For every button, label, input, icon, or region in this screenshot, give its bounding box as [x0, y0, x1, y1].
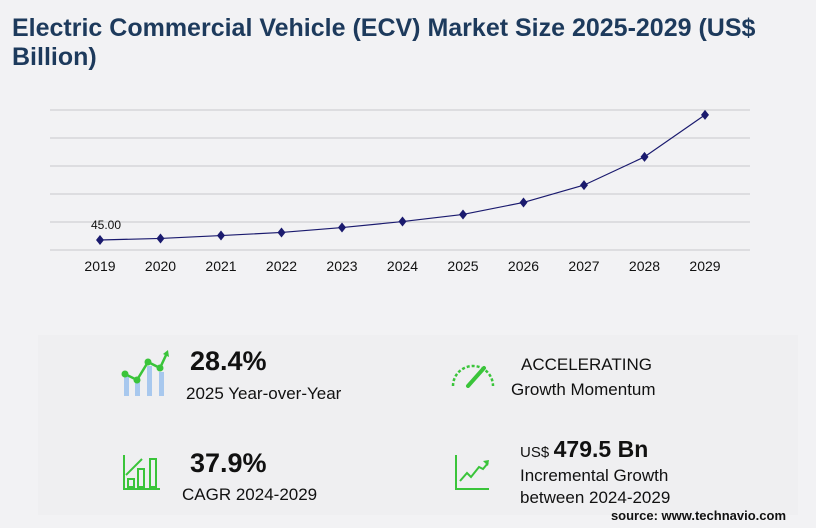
x-tick-label: 2020 — [145, 258, 176, 274]
yoy-value: 28.4% — [190, 346, 267, 376]
x-tick-label: 2019 — [84, 258, 115, 274]
data-point-2029 — [701, 109, 709, 120]
data-point-2022 — [277, 227, 286, 238]
data-point-2026 — [519, 197, 528, 208]
data-point-2027 — [580, 180, 588, 191]
data-point-2024 — [398, 216, 407, 227]
x-tick-label: 2022 — [266, 258, 297, 274]
x-tick-label: 2029 — [689, 258, 720, 274]
momentum-value: ACCELERATING — [521, 355, 652, 374]
data-point-2020 — [156, 233, 165, 244]
x-tick-label: 2021 — [205, 258, 236, 274]
currency-prefix: US$ — [520, 444, 550, 461]
line-chart: 2019 45.00 2020 2021 2022 2023 2024 2025 2026 202… — [50, 109, 750, 274]
incremental-amount: 479.5 Bn — [553, 436, 649, 462]
speedometer-icon — [451, 364, 495, 388]
stats-panel — [38, 335, 798, 515]
x-tick-label: 2026 — [508, 258, 539, 274]
cagr-value: 37.9% — [190, 448, 267, 478]
data-point-2023 — [338, 222, 346, 233]
x-tick-label: 2028 — [629, 258, 660, 274]
x-tick-label: 2025 — [447, 258, 478, 274]
x-tick-label: 2024 — [387, 258, 418, 274]
yoy-label: 2025 Year-over-Year — [186, 384, 342, 403]
incremental-label-1: Incremental Growth — [520, 466, 669, 485]
data-point-2025 — [459, 209, 467, 220]
incremental-value: US$ 479.5 Bn — [520, 436, 648, 463]
growth-bar-icon — [121, 350, 169, 396]
incremental-label-2: between 2024-2029 — [520, 488, 671, 507]
data-point-2019 — [96, 235, 104, 245]
bar-chart-icon — [123, 455, 160, 490]
chart-title: Electric Commercial Vehicle (ECV) Market… — [12, 14, 756, 71]
x-tick-label: 2023 — [326, 258, 357, 274]
trend-up-icon — [455, 455, 489, 490]
momentum-label: Growth Momentum — [511, 380, 656, 399]
data-point-2028 — [640, 151, 649, 162]
x-tick-label: 2027 — [568, 258, 599, 274]
source-text: source: www.technavio.com — [610, 508, 786, 523]
data-label: 45.00 — [91, 218, 121, 232]
cagr-label: CAGR 2024-2029 — [182, 485, 318, 504]
data-point-2021 — [217, 230, 225, 241]
